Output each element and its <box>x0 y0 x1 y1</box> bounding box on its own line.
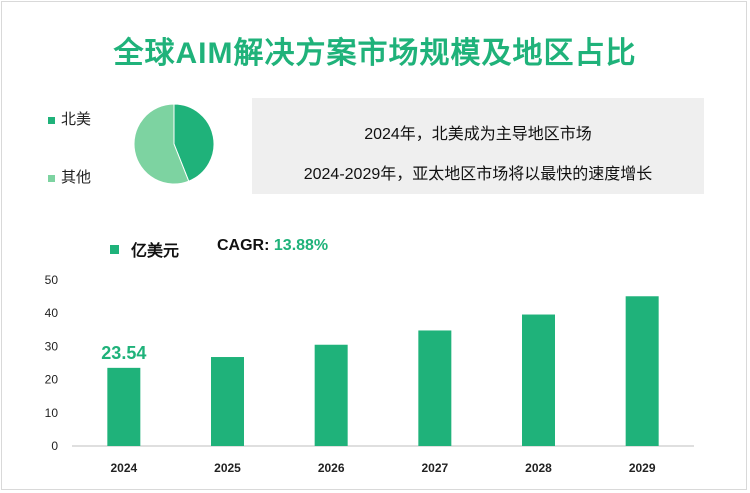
bar-2024 <box>107 367 141 446</box>
x-tick-label: 2024 <box>110 461 137 475</box>
pie-slice <box>173 103 215 182</box>
cagr-value: 13.88% <box>273 237 329 254</box>
bar-2025 <box>211 357 244 446</box>
bar-legend: 亿美元 <box>110 237 179 261</box>
y-tick-label: 40 <box>45 306 59 320</box>
bar-2026 <box>314 344 348 446</box>
pie-slice <box>133 103 190 185</box>
y-tick-label: 20 <box>45 373 59 387</box>
bar-2029 <box>625 296 659 446</box>
pie-legend-other: 其他 <box>48 166 91 187</box>
y-tick-label: 0 <box>51 439 58 453</box>
y-tick-label: 50 <box>45 273 59 287</box>
y-tick-label: 10 <box>45 406 59 420</box>
pie-legend-label: 北美 <box>61 111 92 128</box>
page-title: 全球AIM解决方案市场规模及地区占比 <box>113 37 637 70</box>
x-tick-label: 2025 <box>214 461 241 475</box>
x-tick-label: 2026 <box>318 461 345 475</box>
bar-legend-label: 亿美元 <box>131 243 180 260</box>
x-tick-label: 2029 <box>629 461 656 475</box>
legend-swatch-icon <box>48 116 55 124</box>
callout-box: 2024年，北美成为主导地区市场 2024-2029年，亚太地区市场将以最快的速… <box>252 98 704 194</box>
pie-chart <box>133 103 215 185</box>
bar-chart: 0 10 20 30 40 50 2024 23.54 2025 2026 2027 2028 2029 <box>45 273 694 475</box>
bar-2027 <box>418 330 452 446</box>
cagr-label: CAGR: <box>217 237 270 254</box>
x-tick-label: 2027 <box>421 461 448 475</box>
legend-swatch-icon <box>48 174 55 182</box>
callout-line-1: 2024年，北美成为主导地区市场 <box>364 126 592 143</box>
pie-legend-north-america: 北美 <box>48 108 91 129</box>
legend-swatch-icon <box>110 245 119 255</box>
x-tick-label: 2028 <box>525 461 552 475</box>
pie-legend-label: 其他 <box>61 169 92 186</box>
callout-line-2: 2024-2029年，亚太地区市场将以最快的速度增长 <box>303 166 653 183</box>
data-label: 23.54 <box>101 343 146 363</box>
y-tick-label: 30 <box>45 339 59 353</box>
bar-2028 <box>522 314 555 446</box>
cagr-text: CAGR: 13.88% <box>217 237 328 255</box>
